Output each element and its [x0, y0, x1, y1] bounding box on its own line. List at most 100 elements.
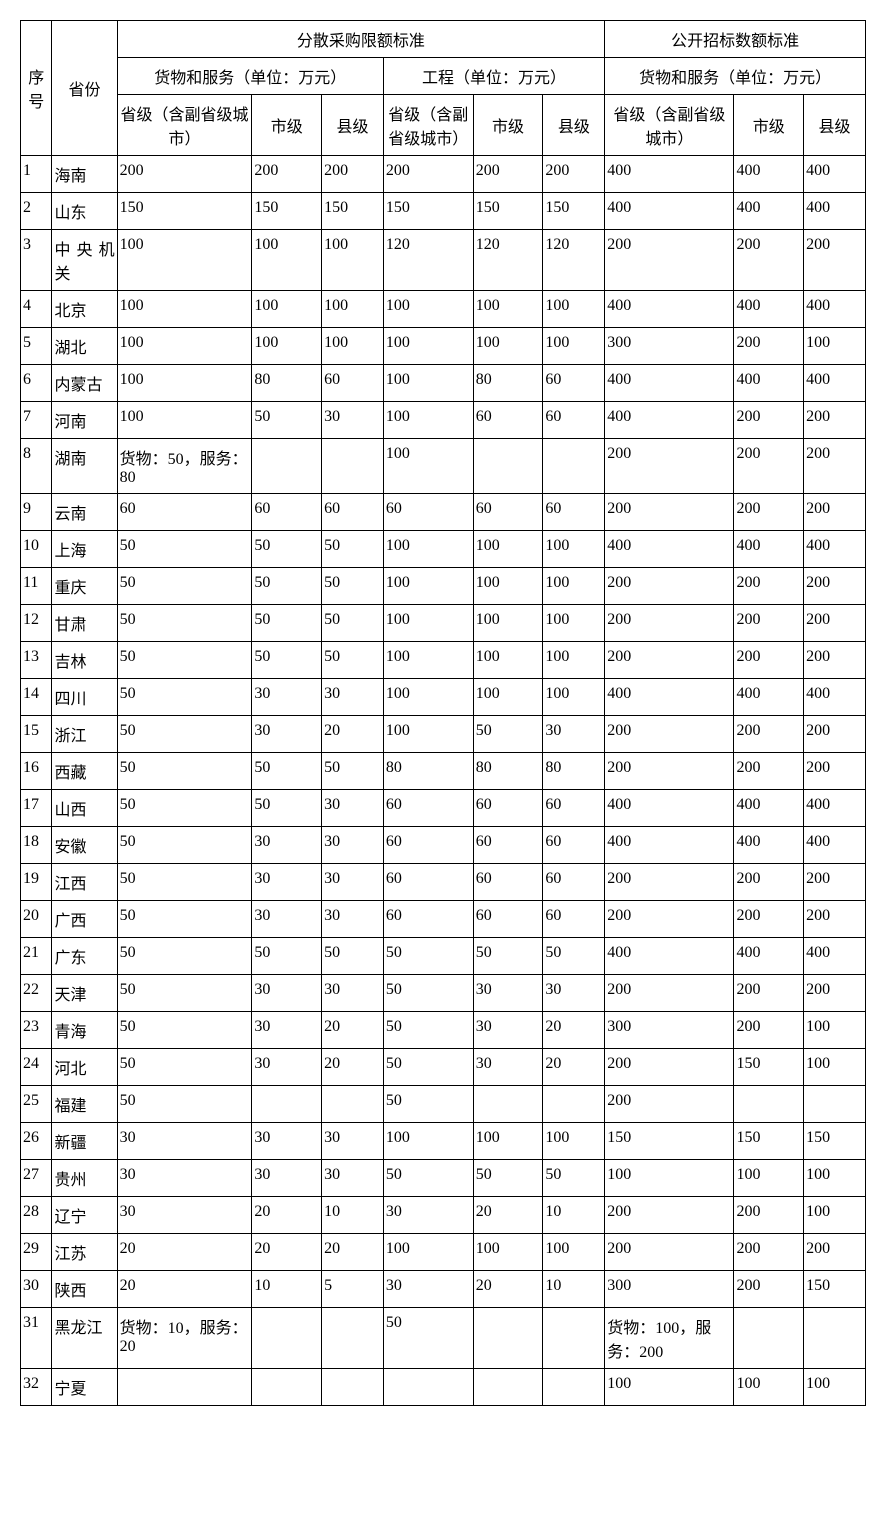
table-cell: 200: [734, 716, 804, 753]
table-cell: 50: [117, 938, 252, 975]
table-cell: 20: [473, 1271, 543, 1308]
table-cell: 150: [322, 193, 384, 230]
table-row: 32宁夏100100100: [21, 1369, 866, 1406]
table-cell: 50: [117, 1086, 252, 1123]
table-cell: 200: [734, 864, 804, 901]
table-cell: 100: [804, 1197, 866, 1234]
table-cell: 400: [605, 679, 734, 716]
table-cell: 100: [117, 402, 252, 439]
table-cell: 200: [322, 156, 384, 193]
table-row: 4北京100100100100100100400400400: [21, 291, 866, 328]
table-cell: 60: [383, 901, 473, 938]
table-cell: 60: [543, 827, 605, 864]
table-cell: 200: [734, 1271, 804, 1308]
table-cell: 200: [734, 901, 804, 938]
table-cell: 50: [383, 1308, 473, 1369]
table-cell: 18: [21, 827, 52, 864]
table-cell: 30: [383, 1197, 473, 1234]
table-cell: 吉林: [52, 642, 117, 679]
table-cell: 100: [804, 1369, 866, 1406]
table-cell: 30: [383, 1271, 473, 1308]
table-cell: 50: [117, 1049, 252, 1086]
table-cell: 400: [804, 365, 866, 402]
table-cell: 400: [605, 531, 734, 568]
table-cell: 400: [734, 193, 804, 230]
header-county-1: 县级: [322, 95, 384, 156]
table-cell: 50: [117, 642, 252, 679]
table-cell: 100: [252, 230, 322, 291]
table-cell: 50: [322, 642, 384, 679]
table-cell: 100: [383, 439, 473, 494]
table-cell: 60: [543, 790, 605, 827]
table-cell: 60: [252, 494, 322, 531]
table-cell: 50: [117, 753, 252, 790]
table-cell: 150: [117, 193, 252, 230]
table-cell: 400: [804, 790, 866, 827]
table-cell: 100: [383, 642, 473, 679]
table-cell: 湖北: [52, 328, 117, 365]
table-cell: 50: [117, 975, 252, 1012]
table-row: 26新疆303030100100100150150150: [21, 1123, 866, 1160]
table-cell: 50: [252, 402, 322, 439]
table-cell: 100: [383, 531, 473, 568]
table-cell: 200: [605, 642, 734, 679]
table-cell: 50: [117, 827, 252, 864]
table-cell: 30: [543, 716, 605, 753]
table-cell: 100: [543, 605, 605, 642]
table-cell: 21: [21, 938, 52, 975]
table-row: 30陕西20105302010300200150: [21, 1271, 866, 1308]
table-cell: 200: [605, 1234, 734, 1271]
table-cell: 天津: [52, 975, 117, 1012]
table-cell: 200: [734, 568, 804, 605]
table-cell: 50: [117, 790, 252, 827]
table-cell: 400: [734, 156, 804, 193]
table-cell: [252, 1308, 322, 1369]
table-cell: 50: [252, 568, 322, 605]
table-cell: 400: [734, 365, 804, 402]
table-cell: 100: [252, 328, 322, 365]
table-cell: 30: [322, 402, 384, 439]
table-cell: 29: [21, 1234, 52, 1271]
table-cell: 400: [605, 790, 734, 827]
table-row: 2山东150150150150150150400400400: [21, 193, 866, 230]
table-cell: 16: [21, 753, 52, 790]
table-cell: [734, 1086, 804, 1123]
table-cell: 100: [383, 328, 473, 365]
table-cell: 50: [322, 531, 384, 568]
table-cell: 100: [383, 568, 473, 605]
table-cell: 宁夏: [52, 1369, 117, 1406]
table-cell: 50: [252, 605, 322, 642]
table-cell: 50: [383, 1160, 473, 1197]
table-cell: 100: [473, 1123, 543, 1160]
table-cell: 100: [804, 1049, 866, 1086]
table-row: 3中央机关100100100120120120200200200: [21, 230, 866, 291]
table-cell: 100: [117, 328, 252, 365]
table-cell: 湖南: [52, 439, 117, 494]
table-cell: 400: [734, 827, 804, 864]
table-cell: 400: [734, 679, 804, 716]
table-cell: 100: [543, 291, 605, 328]
table-cell: 200: [252, 156, 322, 193]
table-cell: 200: [605, 975, 734, 1012]
procurement-standards-table: 序号 省份 分散采购限额标准 公开招标数额标准 货物和服务（单位：万元） 工程（…: [20, 20, 866, 1406]
table-row: 10上海505050100100100400400400: [21, 531, 866, 568]
table-cell: 100: [383, 1123, 473, 1160]
table-cell: 80: [383, 753, 473, 790]
table-cell: [804, 1308, 866, 1369]
table-cell: 30: [252, 864, 322, 901]
table-cell: 黑龙江: [52, 1308, 117, 1369]
table-cell: 200: [734, 1197, 804, 1234]
table-cell: 30: [473, 1012, 543, 1049]
table-cell: 60: [383, 827, 473, 864]
table-cell: 100: [543, 1234, 605, 1271]
table-cell: 200: [734, 494, 804, 531]
table-cell: 100: [117, 365, 252, 402]
table-cell: 100: [473, 568, 543, 605]
table-cell: 50: [117, 901, 252, 938]
table-cell: 80: [543, 753, 605, 790]
table-cell: 20: [322, 1049, 384, 1086]
table-row: 23青海503020503020300200100: [21, 1012, 866, 1049]
table-cell: 15: [21, 716, 52, 753]
table-cell: 60: [473, 827, 543, 864]
table-cell: [322, 439, 384, 494]
